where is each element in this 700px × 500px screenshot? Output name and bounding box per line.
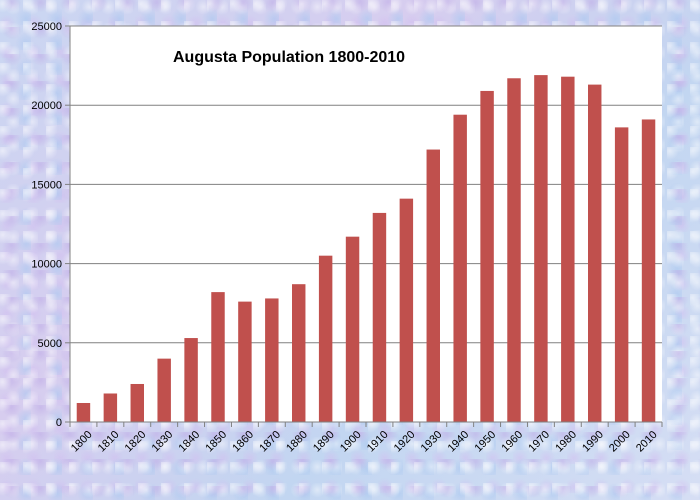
- bar-1860: [238, 301, 252, 422]
- x-tick-label: 1950: [473, 429, 499, 455]
- bar-1850: [211, 292, 225, 422]
- x-tick-label: 1880: [284, 429, 310, 455]
- y-tick-label: 5000: [38, 338, 62, 350]
- x-tick-label: 1980: [553, 429, 579, 455]
- x-tick-label: 1850: [203, 429, 229, 455]
- x-tick-label: 1860: [230, 429, 256, 455]
- bar-1800: [76, 402, 91, 422]
- x-tick-label: 1870: [257, 429, 283, 455]
- bar-1930: [426, 149, 440, 422]
- bar-2010: [641, 119, 656, 423]
- bar-1920: [399, 198, 414, 422]
- x-tick-label: 1900: [338, 429, 364, 455]
- y-tick-label: 0: [56, 417, 62, 429]
- bar-1810: [103, 393, 118, 422]
- x-tick-label: 1840: [177, 429, 203, 455]
- bar-1890: [318, 255, 333, 422]
- bar-1840: [184, 338, 198, 422]
- bars: [76, 75, 656, 423]
- bar-2000: [614, 127, 629, 422]
- x-tick-label: 1930: [419, 429, 445, 455]
- x-tick-label: 2010: [634, 429, 660, 455]
- chart-title: Augusta Population 1800-2010: [173, 49, 405, 66]
- x-tick-labels: 1800 1810 1820 1830 1840 1850 1860 1870 1880 1890…: [69, 429, 660, 455]
- y-tick-labels: 0 5000 10000 15000 20000 25000: [31, 21, 62, 429]
- x-tick-label: 1960: [499, 429, 525, 455]
- x-tick-label: 1800: [69, 429, 95, 455]
- bar-1990: [588, 84, 602, 422]
- bar-1870: [265, 298, 279, 422]
- bar-1910: [372, 212, 387, 422]
- bar-1950: [480, 90, 494, 422]
- bar-1880: [292, 284, 306, 422]
- x-tick-label: 1890: [311, 429, 337, 455]
- y-tick-label: 25000: [31, 21, 62, 33]
- bar-1970: [534, 75, 548, 422]
- x-tick-label: 1990: [580, 429, 606, 455]
- bar-1830: [157, 358, 171, 422]
- x-tick-label: 1910: [365, 429, 391, 455]
- x-tick-label: 1830: [150, 429, 176, 455]
- bar-1960: [507, 78, 521, 422]
- x-tick-label: 1970: [526, 429, 552, 455]
- bar-1940: [453, 114, 467, 422]
- x-tick-label: 1940: [446, 429, 472, 455]
- bar-1900: [345, 236, 360, 422]
- y-tick-label: 10000: [31, 259, 62, 271]
- y-tick-label: 20000: [31, 100, 62, 112]
- x-tick-label: 1810: [96, 429, 122, 455]
- bar-1980: [561, 76, 575, 423]
- x-tick-label: 1820: [123, 429, 149, 455]
- y-tick-label: 15000: [31, 179, 62, 191]
- x-tick-label: 2000: [607, 429, 633, 455]
- axes: [65, 25, 663, 427]
- x-tick-label: 1920: [392, 429, 418, 455]
- bar-1820: [130, 383, 144, 422]
